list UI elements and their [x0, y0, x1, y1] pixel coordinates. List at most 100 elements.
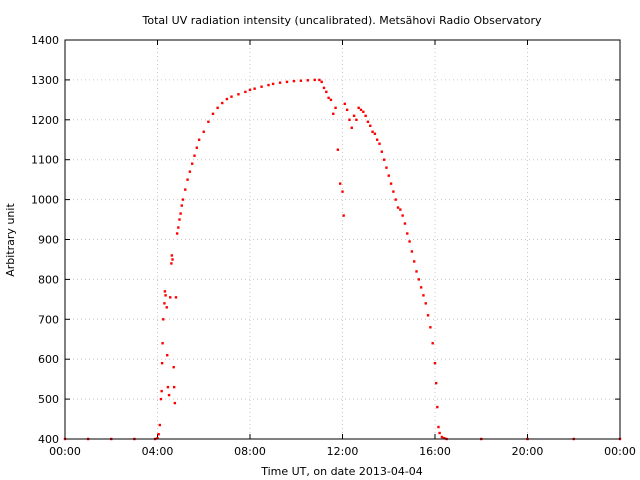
data-point [320, 80, 323, 84]
data-point [375, 138, 379, 141]
x-tick-label: 04:00 [142, 445, 174, 458]
data-point [394, 198, 397, 201]
data-point [357, 106, 360, 110]
data-point [403, 222, 407, 225]
x-tick-label: 20:00 [512, 445, 544, 458]
data-point [329, 98, 333, 102]
data-point [359, 108, 363, 112]
data-point [163, 290, 167, 293]
data-point [443, 437, 446, 440]
data-point [175, 232, 179, 235]
data-point [166, 354, 169, 357]
data-point [431, 342, 434, 345]
data-point [424, 302, 427, 305]
data-point [342, 214, 345, 217]
x-tick-label: 12:00 [327, 445, 359, 458]
data-point [355, 118, 358, 121]
data-point [248, 88, 252, 92]
data-point [156, 437, 159, 440]
data-point [412, 260, 416, 263]
y-tick-label: 700 [38, 313, 59, 326]
data-point [237, 93, 240, 96]
data-point [178, 218, 181, 221]
data-point [362, 110, 365, 114]
data-point [426, 314, 430, 317]
data-point [392, 190, 395, 193]
data-point [406, 232, 409, 235]
y-tick-label: 900 [38, 234, 59, 247]
axis-ticks: 400 500 600 700 800 900 1000 1100 1200 1300 1400 00… [31, 34, 636, 458]
data-point [385, 166, 388, 169]
data-point [207, 120, 210, 123]
data-point [366, 120, 370, 123]
data-point [193, 154, 196, 157]
data-point [401, 214, 404, 217]
data-point [221, 101, 224, 105]
data-point [225, 97, 229, 101]
x-tick-label: 08:00 [234, 445, 266, 458]
data-point [164, 294, 167, 297]
y-tick-label: 1400 [31, 34, 59, 47]
data-point [177, 226, 180, 229]
y-tick-label: 400 [38, 433, 59, 446]
data-point [173, 401, 177, 405]
y-axis-label: Arbitrary unit [4, 203, 17, 277]
y-tick-label: 500 [38, 393, 59, 406]
data-point [174, 296, 178, 299]
data-point [195, 146, 199, 149]
data-point [410, 250, 414, 253]
data-point [322, 86, 326, 90]
data-point [389, 182, 393, 185]
data-point [278, 81, 282, 84]
y-tick-label: 1200 [31, 114, 59, 127]
x-tick-label: 00:00 [49, 445, 81, 458]
data-point [184, 188, 187, 191]
data-point [399, 208, 402, 211]
data-point [253, 87, 256, 90]
data-point [396, 206, 400, 209]
data-point [202, 130, 205, 133]
data-point [325, 90, 328, 94]
data-point [341, 190, 344, 193]
data-point [157, 433, 160, 436]
data-point [166, 385, 170, 389]
data-point [197, 138, 201, 141]
data-point [306, 79, 310, 82]
data-point [292, 79, 296, 83]
data-point [160, 389, 163, 393]
data-point [180, 204, 183, 207]
data-point [380, 150, 384, 153]
data-point [161, 342, 164, 345]
data-point [336, 148, 340, 151]
data-point [334, 106, 337, 110]
data-point [327, 96, 330, 100]
grid [65, 40, 620, 439]
data-point [437, 425, 440, 429]
y-tick-label: 1300 [31, 74, 59, 87]
data-point [230, 95, 233, 98]
plot-frame [64, 39, 621, 440]
data-point [419, 286, 423, 289]
data-point [267, 83, 270, 87]
data-point [332, 112, 335, 116]
data-point [260, 85, 263, 88]
data-point [160, 361, 164, 365]
data-point [417, 278, 421, 281]
data-point [364, 114, 367, 118]
data-point [172, 365, 175, 369]
data-point [382, 158, 386, 161]
x-axis-label: Time UT, on date 2013-04-04 [260, 465, 423, 478]
data-point [387, 174, 390, 177]
data-point [338, 182, 342, 185]
data-point [436, 405, 439, 409]
data-point [179, 212, 182, 215]
data-point [169, 296, 172, 299]
data-point [318, 78, 321, 82]
data-point [162, 318, 165, 321]
data-point [216, 106, 219, 110]
data-point [170, 262, 173, 265]
data-point [165, 306, 168, 309]
data-point [378, 142, 381, 145]
x-tick-label: 16:00 [419, 445, 451, 458]
